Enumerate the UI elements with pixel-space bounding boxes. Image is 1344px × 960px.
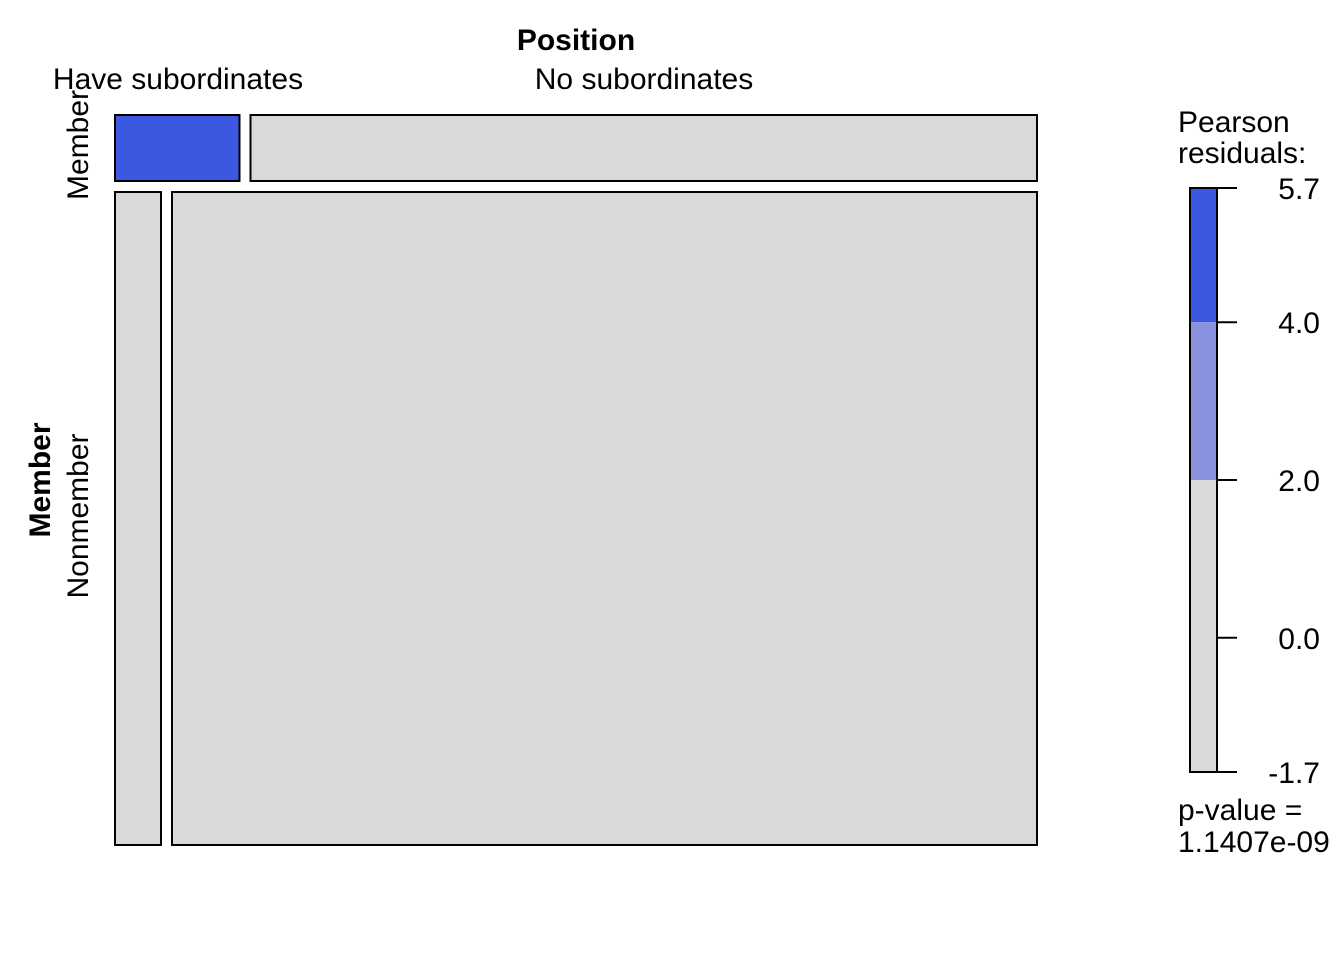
legend-tick-label-2: 2.0 bbox=[1278, 465, 1320, 498]
x-level-label-have-subordinates: Have subordinates bbox=[53, 63, 303, 96]
legend-ticks: 5.7 4.0 2.0 0.0 -1.7 bbox=[1217, 173, 1320, 790]
y-level-label-nonmember: Nonmember bbox=[62, 433, 95, 598]
legend-band-1 bbox=[1190, 322, 1217, 480]
legend-color-bar bbox=[1189, 187, 1218, 773]
x-variable-title: Position bbox=[517, 24, 635, 57]
legend-tick-label-0: 5.7 bbox=[1278, 173, 1320, 206]
legend-title-line2: residuals: bbox=[1178, 137, 1306, 170]
mosaic-tile-nonmember-have-subordinates bbox=[114, 191, 162, 846]
legend-title-line1: Pearson bbox=[1178, 106, 1290, 139]
pvalue-line2: 1.1407e-09 bbox=[1178, 826, 1330, 859]
legend-tick-label-1: 4.0 bbox=[1278, 307, 1320, 340]
mosaic-tile-nonmember-no-subordinates bbox=[171, 191, 1038, 846]
legend-tick-label-4: -1.7 bbox=[1268, 757, 1320, 790]
legend-band-2 bbox=[1190, 480, 1217, 772]
mosaic-tile-member-no-subordinates bbox=[249, 114, 1038, 182]
y-level-label-member: Member bbox=[62, 90, 95, 200]
x-level-label-no-subordinates: No subordinates bbox=[535, 63, 753, 96]
pvalue-line1: p-value = bbox=[1178, 794, 1302, 827]
legend-tick-label-3: 0.0 bbox=[1278, 623, 1320, 656]
y-variable-title: Member bbox=[24, 422, 57, 537]
legend-band-0 bbox=[1190, 188, 1217, 323]
mosaic-tile-member-have-subordinates bbox=[114, 114, 241, 182]
mosaic-tiles bbox=[114, 114, 1038, 846]
